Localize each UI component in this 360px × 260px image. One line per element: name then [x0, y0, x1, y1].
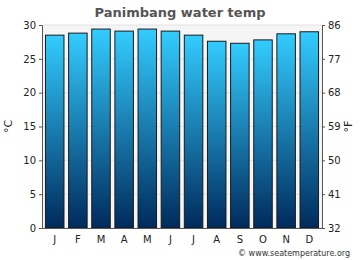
tick-label: 15 [23, 121, 36, 132]
bar [138, 29, 157, 228]
tick: J [191, 228, 195, 245]
tick-label: 5 [30, 189, 36, 200]
tick-label: S [237, 234, 243, 245]
x-axis: JFMAMJJASOND [43, 228, 323, 245]
tick-label: F [75, 234, 81, 245]
tick: 32 [322, 223, 341, 234]
axis-line [323, 26, 326, 229]
tick-mark [322, 93, 325, 94]
tick: S [237, 228, 243, 245]
tick-label: 59 [328, 121, 341, 132]
tick-mark [322, 160, 325, 161]
tick-label: 30 [23, 20, 36, 31]
tick-label: J [168, 234, 172, 245]
tick-label: 50 [328, 155, 341, 166]
tick: 50 [322, 155, 341, 166]
bar [300, 32, 319, 228]
tick: A [121, 228, 128, 245]
tick-mark [39, 194, 42, 195]
axis-line [43, 228, 323, 229]
annotation: © www.seatemperature.org [238, 249, 350, 258]
tick: 77 [322, 54, 341, 65]
tick-label: 32 [328, 223, 341, 234]
plot-background [42, 25, 322, 228]
bar [115, 31, 134, 228]
tick: 68 [322, 87, 341, 98]
y2-axis: 32 41 50 59 68 77 86 [322, 20, 341, 234]
tick-mark [322, 127, 325, 128]
tick: J [52, 228, 56, 245]
tick: 10 [23, 155, 42, 166]
tick: M [97, 228, 106, 245]
tick-mark [322, 25, 325, 26]
tick-label: 77 [328, 54, 341, 65]
tick-mark [322, 228, 325, 229]
tick-label: D [305, 234, 313, 245]
tick: 86 [322, 20, 341, 31]
tick-label: 0 [30, 223, 36, 234]
tick-label: N [282, 234, 289, 245]
tick-label: A [213, 234, 220, 245]
tick: 0 [30, 223, 42, 234]
bar [207, 41, 226, 228]
plot: J F M A M J J A S O N D 0 5 10 15 20 25 30 32 41 50 59 68 77 86 [23, 20, 340, 245]
tick-label: 68 [328, 87, 341, 98]
tick-label: 41 [328, 189, 341, 200]
bar [184, 35, 203, 228]
title: Panimbang water temp [94, 5, 265, 20]
y2-axis-title: °F [342, 121, 355, 133]
tick: 30 [23, 20, 42, 31]
bar [69, 33, 88, 228]
grid [42, 25, 322, 228]
bar [161, 31, 180, 228]
tick-label: M [143, 234, 152, 245]
y-axis: 0 5 10 15 20 25 30 [23, 20, 42, 234]
tick-label: J [191, 234, 195, 245]
tick-mark [39, 25, 42, 26]
tick: M [143, 228, 152, 245]
bar [231, 43, 250, 228]
tick: A [213, 228, 220, 245]
tick-mark [322, 194, 325, 195]
tick-mark [322, 59, 325, 60]
tick: 5 [30, 189, 42, 200]
tick: 25 [23, 54, 42, 65]
bar [92, 29, 111, 228]
tick-mark [39, 127, 42, 128]
tick-label: O [259, 234, 267, 245]
tick: 41 [322, 189, 341, 200]
tick: N [282, 228, 289, 245]
tick: J [168, 228, 172, 245]
tick: O [259, 228, 267, 245]
tick: F [75, 228, 81, 245]
bar [254, 40, 273, 228]
tick-mark [39, 228, 42, 229]
tick: 20 [23, 87, 42, 98]
bar [45, 35, 64, 228]
tick-label: 10 [23, 155, 36, 166]
tick-mark [39, 160, 42, 161]
grid-line [42, 25, 322, 26]
tick-mark [39, 59, 42, 60]
tick-label: M [97, 234, 106, 245]
tick-label: 86 [328, 20, 341, 31]
tick: 59 [322, 121, 341, 132]
chart: J F M A M J J A S O N D 0 5 10 15 20 25 30 32 41 50 59 68 77 86 Pa… [0, 0, 360, 260]
tick-mark [39, 93, 42, 94]
tick-label: A [121, 234, 128, 245]
tick-label: 20 [23, 87, 36, 98]
y-axis-title: °C [2, 120, 15, 134]
tick-label: 25 [23, 54, 36, 65]
axis-line [39, 26, 43, 229]
tick-label: J [52, 234, 56, 245]
tick: D [305, 228, 313, 245]
bar [277, 34, 296, 228]
bars [45, 29, 318, 228]
tick: 15 [23, 121, 42, 132]
